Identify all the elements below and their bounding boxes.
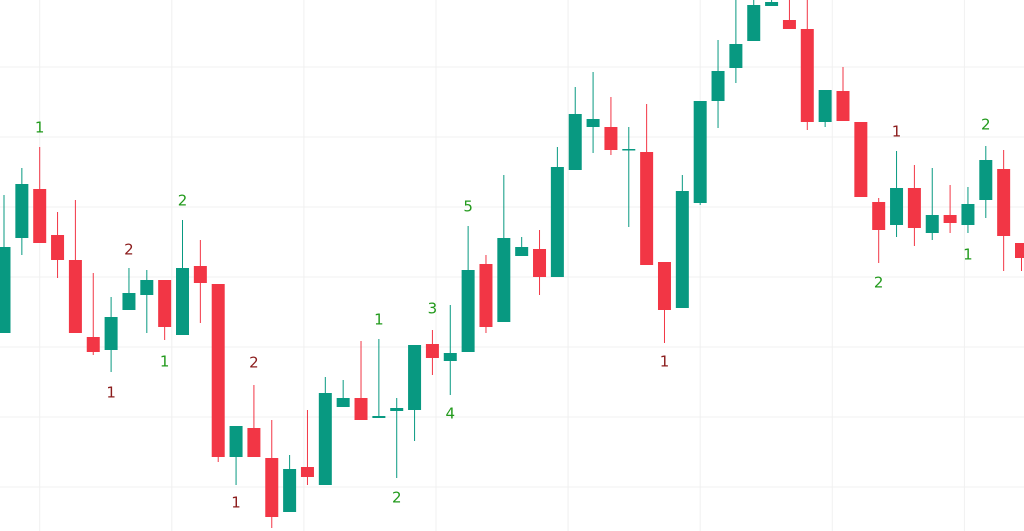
candle-body [33,189,47,243]
candle-body [176,268,190,335]
candle-body [622,149,636,151]
candle-body [51,235,65,260]
wave-label: 2 [124,241,134,259]
wave-label: 1 [660,353,670,371]
candle-body [354,398,368,420]
candle-body [497,238,511,322]
candle-body [15,184,29,238]
candle-body [568,114,582,170]
wave-label: 2 [981,116,991,134]
candle-body [854,122,868,197]
candle-body [657,262,671,310]
candle-body [140,280,154,295]
candle-body [979,160,993,200]
candle-body [997,169,1011,236]
candle-body [283,469,297,512]
wave-label: 2 [874,274,884,292]
candle-body [961,204,975,225]
candle-body [479,264,493,327]
wave-label: 1 [374,311,384,329]
candle-body [443,353,457,361]
candle-body [943,215,957,223]
candle-body [122,293,136,310]
candle-body [907,188,921,228]
candle-body [640,152,654,265]
candle-body [336,398,350,407]
candle-body [693,101,707,203]
wave-label: 4 [445,405,455,423]
candle-body [533,249,547,277]
candle-body [550,167,564,277]
wave-label: 1 [231,494,241,512]
wave-label: 1 [963,246,973,264]
candle-body [836,91,850,121]
candle-body [586,119,600,127]
candle-body [229,426,243,457]
candle-body [765,2,779,6]
wave-label: 2 [178,192,188,210]
candle-body [782,20,796,29]
candle-body [890,188,904,225]
wave-label: 1 [892,123,902,141]
candle-body [300,467,314,477]
candle-body [158,280,172,327]
candle-body [408,345,422,410]
candle-body [104,317,118,350]
wave-label: 1 [35,119,45,137]
wave-label: 2 [392,489,402,507]
candle-body [0,247,11,333]
candle-body [818,90,832,122]
candle-body [193,266,207,283]
wave-label: 5 [463,198,473,216]
candle-body [675,191,689,308]
candle-body [247,428,261,457]
candle-body [461,270,475,352]
wave-label: 1 [160,353,170,371]
candle-body [390,408,404,411]
candle-body [265,458,279,517]
candle-body [800,29,814,122]
candle-body [925,215,939,233]
candle-body [68,260,82,333]
candle-body [86,337,100,352]
candle-body [318,393,332,485]
candle-body [872,202,886,230]
candle-body [604,127,618,150]
candle-body [747,5,761,41]
candle-body [515,247,529,256]
candle-body [372,416,386,418]
candle-body [211,284,225,457]
wave-label: 3 [428,300,438,318]
wave-label: 1 [106,384,116,402]
candle-body [729,44,743,68]
wave-label: 2 [249,354,259,372]
candle-body [425,344,439,358]
candle-body [1015,243,1024,258]
candle-body [711,71,725,101]
